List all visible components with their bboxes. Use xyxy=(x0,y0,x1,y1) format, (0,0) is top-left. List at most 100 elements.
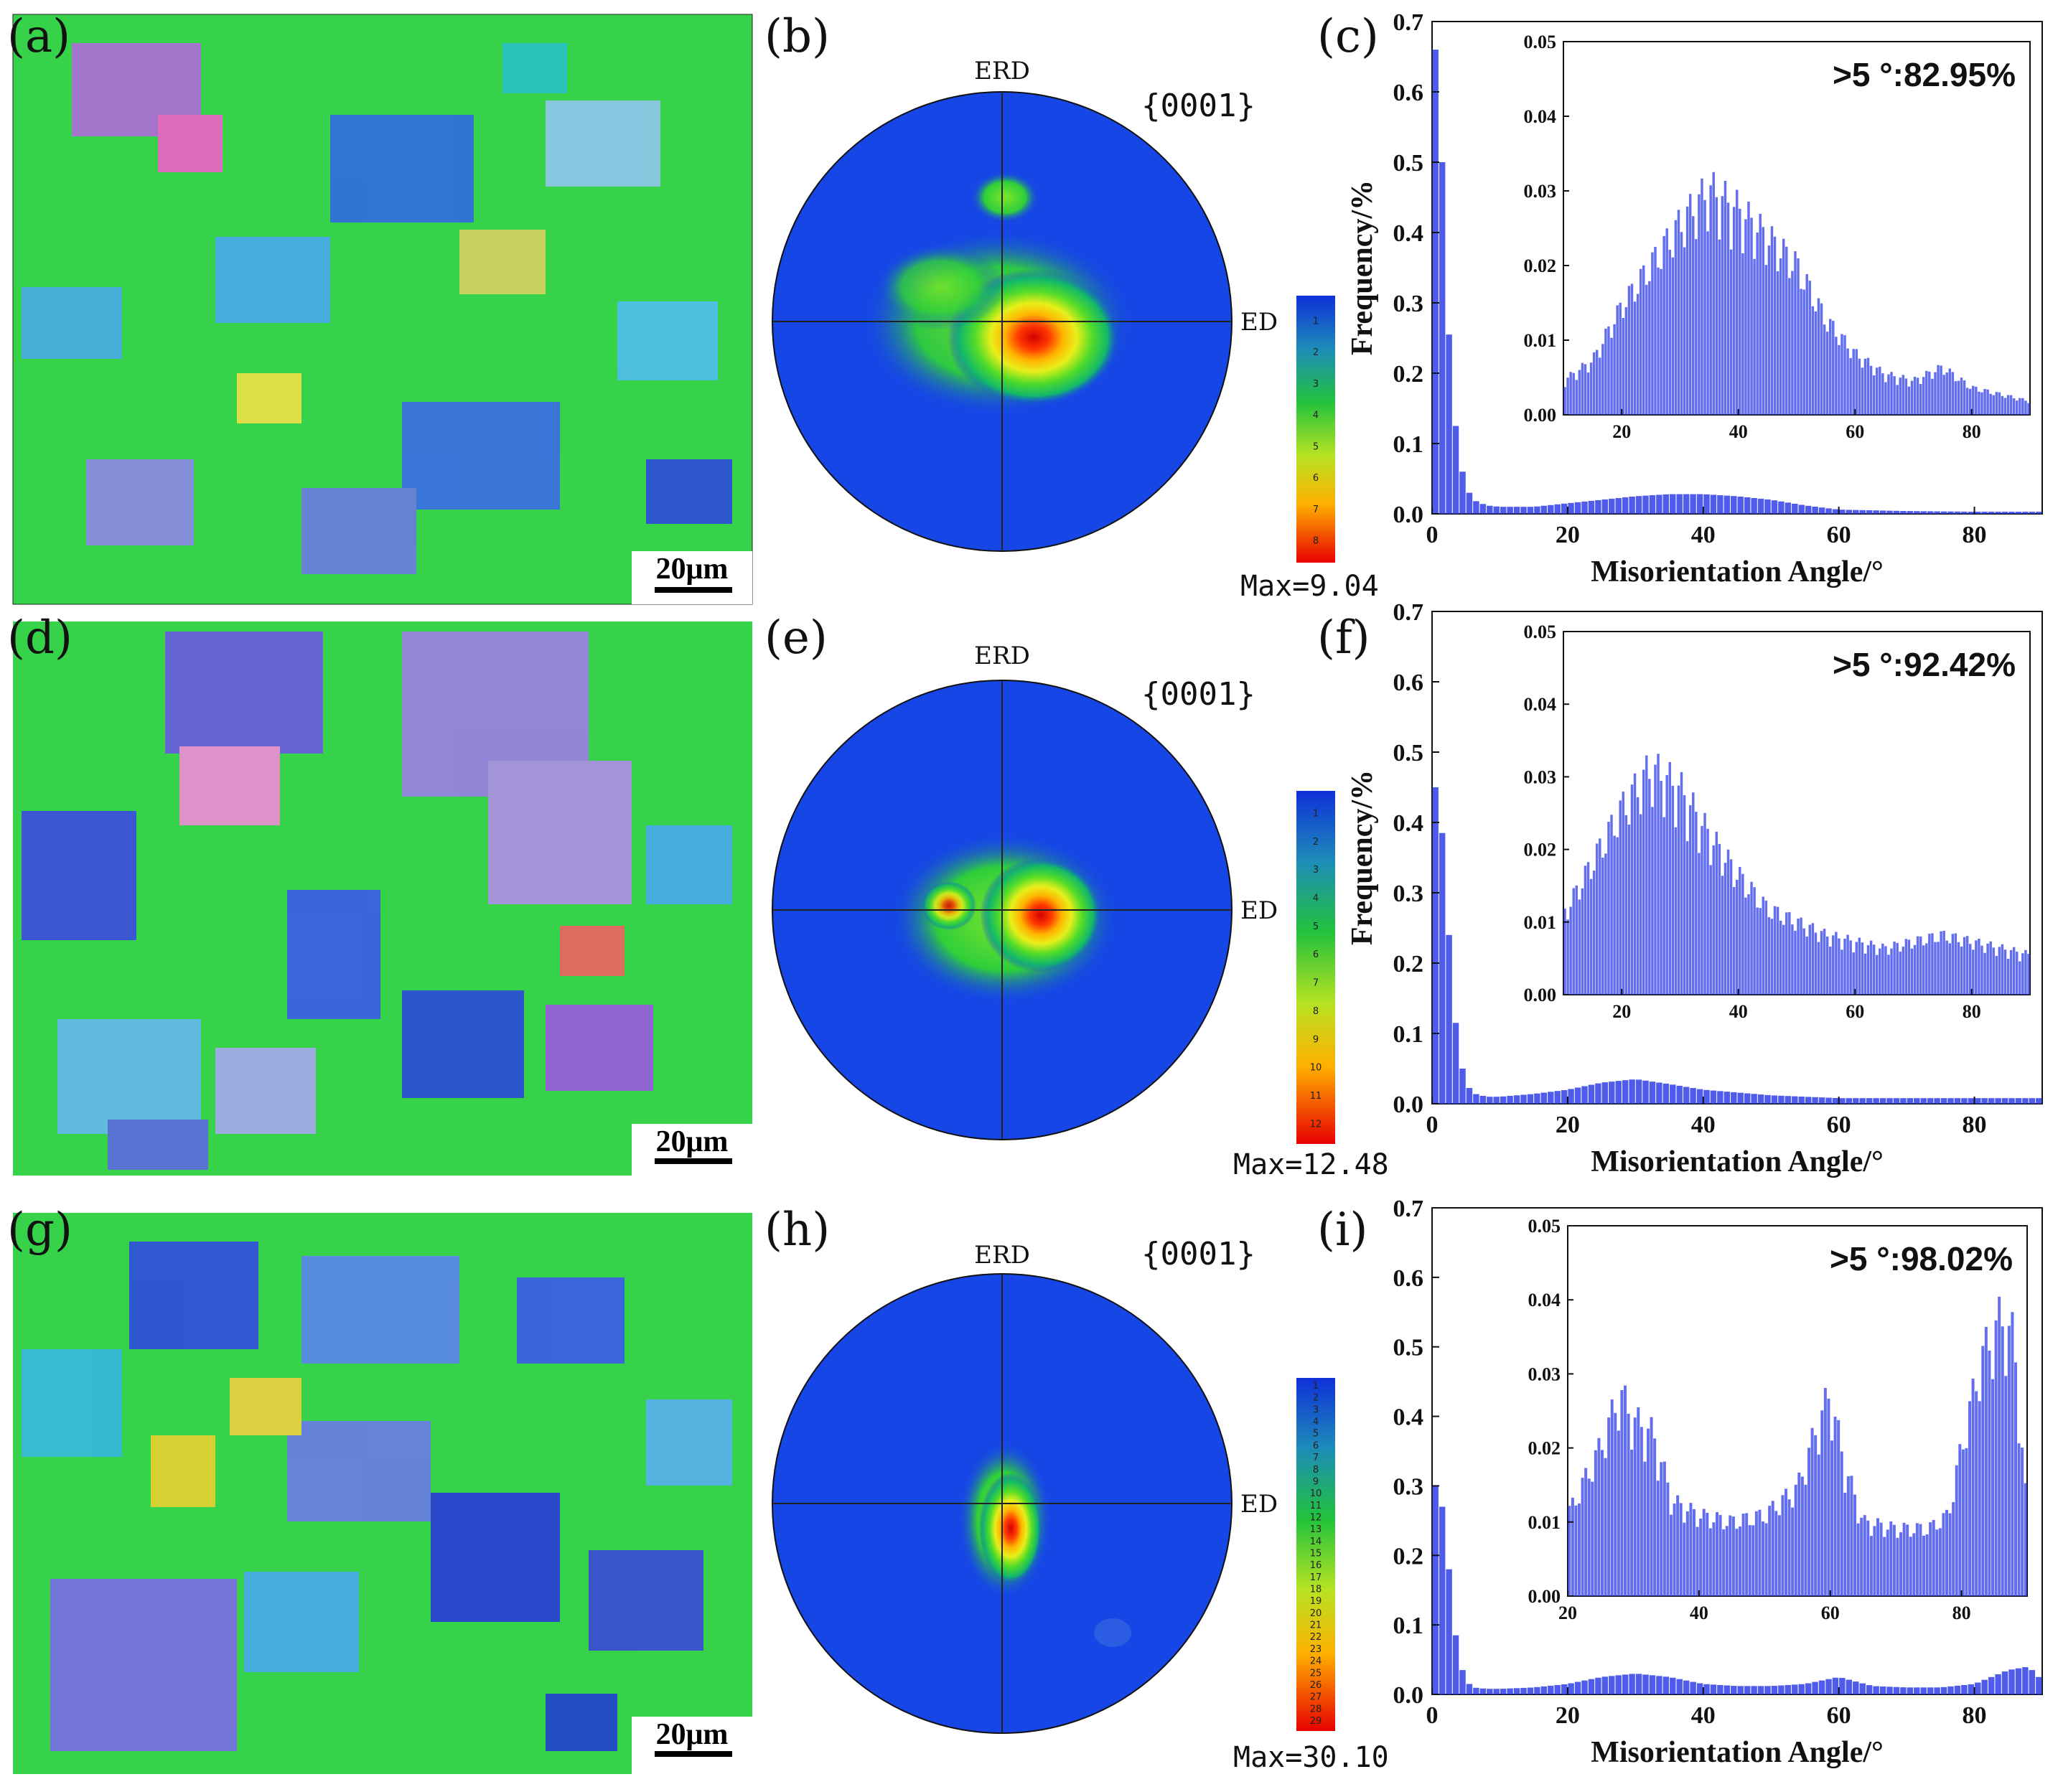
inset-x-tick-label: 80 xyxy=(1952,1603,1971,1623)
inset-bar xyxy=(2003,398,2007,415)
inset-bar xyxy=(1989,393,1992,415)
inset-bar xyxy=(1998,1296,2001,1596)
inset-bar xyxy=(1767,916,1771,995)
inset-bar xyxy=(1566,377,1569,415)
hist-bar xyxy=(1914,1687,1920,1694)
y-tick-label: 0.5 xyxy=(1393,150,1424,177)
inset-bar xyxy=(1732,207,1736,415)
inset-bar xyxy=(1670,1514,1673,1596)
inset-bar xyxy=(1648,779,1651,995)
inset-bar xyxy=(1797,258,1800,415)
colorbar-tick: 11 xyxy=(1310,1091,1322,1102)
inset-bar xyxy=(1656,1481,1660,1596)
hist-bar xyxy=(1927,511,1934,514)
inset-bar xyxy=(1566,919,1569,995)
inset-bar xyxy=(1837,1420,1840,1596)
hist-bar xyxy=(1601,1676,1609,1694)
x-tick-label: 0 xyxy=(1426,1112,1439,1138)
inset-bar xyxy=(2015,952,2019,995)
hist-bar xyxy=(1493,1097,1500,1104)
inset-bar xyxy=(1729,249,1733,415)
colorbar-tick: 7 xyxy=(1313,505,1319,515)
inset-y-tick-label: 0.01 xyxy=(1528,1512,1561,1533)
panel-label-h: (h) xyxy=(764,1204,830,1257)
inset-bar xyxy=(1607,822,1610,995)
inset-bar xyxy=(1965,1448,1968,1596)
inset-frame xyxy=(1563,41,2031,416)
hist-bar xyxy=(1642,495,1649,514)
inset-bar xyxy=(1866,945,1870,995)
hist-bar xyxy=(1439,832,1446,1104)
inset-bar xyxy=(1916,936,1919,995)
inset-bar xyxy=(1756,907,1759,995)
inset-bar xyxy=(1578,1503,1581,1596)
inset-bar xyxy=(1909,1537,1912,1596)
inset-bar xyxy=(1928,934,1931,995)
hist-bar xyxy=(1934,511,1940,514)
inset-bar xyxy=(1703,200,1706,415)
colorbar-tick: 8 xyxy=(1313,536,1319,547)
inset-bar xyxy=(1597,1437,1601,1596)
inset-bar xyxy=(1674,827,1678,995)
hist-bar xyxy=(1927,1098,1934,1104)
inset-bar xyxy=(1601,858,1604,995)
hist-bar xyxy=(1466,1684,1473,1694)
inset-bar xyxy=(1721,876,1724,995)
inset-bar xyxy=(1660,268,1662,415)
inset-bar xyxy=(1835,932,1838,995)
hist-bar xyxy=(1825,508,1832,514)
hist-bar xyxy=(1683,1087,1690,1104)
inset-bar xyxy=(1708,1528,1712,1596)
inset-bar xyxy=(1726,202,1730,415)
inset-bar xyxy=(1869,940,1873,995)
inset-bar xyxy=(1642,265,1645,415)
inset-bar xyxy=(1968,1401,1971,1596)
hist-bar xyxy=(1995,1098,2001,1104)
y-tick-label: 0.3 xyxy=(1393,1473,1424,1500)
inset-x-tick-label: 40 xyxy=(1729,421,1748,442)
inset-bar xyxy=(1595,350,1599,415)
hist-bar xyxy=(1696,1089,1703,1104)
inset-bar xyxy=(1881,373,1884,415)
inset-bar xyxy=(1773,906,1777,995)
grain-pattern xyxy=(22,43,732,574)
hist-bar xyxy=(2022,1667,2029,1694)
hist-bar xyxy=(1764,1094,1771,1104)
hist-bar xyxy=(1649,495,1656,514)
inset-bar xyxy=(1683,247,1686,415)
inset-bar xyxy=(1889,1521,1893,1596)
colorbar-tick: 3 xyxy=(1313,379,1319,390)
inset-bar xyxy=(1750,881,1753,995)
inset-y-tick-label: 0.01 xyxy=(1524,912,1557,933)
scale-bar-label: 20μm xyxy=(656,1125,729,1158)
hist-bar xyxy=(1473,1687,1479,1694)
inset-y-tick-label: 0.04 xyxy=(1528,1290,1561,1310)
inset-bar xyxy=(1887,374,1890,415)
inset-bar xyxy=(1709,185,1712,415)
inset-chart: 0.00 0.01 0.02 0.03 0.04 0.05 20 40 60 80 >5 °:82.… xyxy=(1524,32,2031,442)
scale-bar-label: 20μm xyxy=(656,553,729,586)
hist-bar xyxy=(1866,1685,1873,1694)
hist-bar xyxy=(1622,497,1629,514)
hist-bar xyxy=(1947,1686,1954,1694)
y-tick-label: 0.4 xyxy=(1393,220,1424,247)
x-tick-label: 80 xyxy=(1963,1112,1987,1138)
hist-bar xyxy=(1452,1023,1459,1104)
inset-bar xyxy=(1846,348,1849,415)
hist-bar xyxy=(1785,502,1792,514)
inset-bar xyxy=(1863,358,1867,415)
inset-bar xyxy=(1698,194,1701,415)
hist-bar xyxy=(1595,1083,1601,1104)
inset-bar xyxy=(2001,944,2004,995)
hist-bar xyxy=(2008,1098,2015,1104)
inset-bar xyxy=(2021,1447,2024,1596)
inset-bar xyxy=(1840,334,1843,415)
inset-bar xyxy=(1945,372,1948,415)
inset-bar xyxy=(1665,228,1668,415)
hist-bar xyxy=(1609,1082,1615,1104)
colorbar-tick: 4 xyxy=(1313,893,1319,904)
inset-bar xyxy=(1866,1520,1870,1596)
pole-axis-right: ED xyxy=(1240,308,1278,337)
inset-bar xyxy=(1929,1522,1932,1596)
inset-bar xyxy=(1762,1521,1764,1596)
